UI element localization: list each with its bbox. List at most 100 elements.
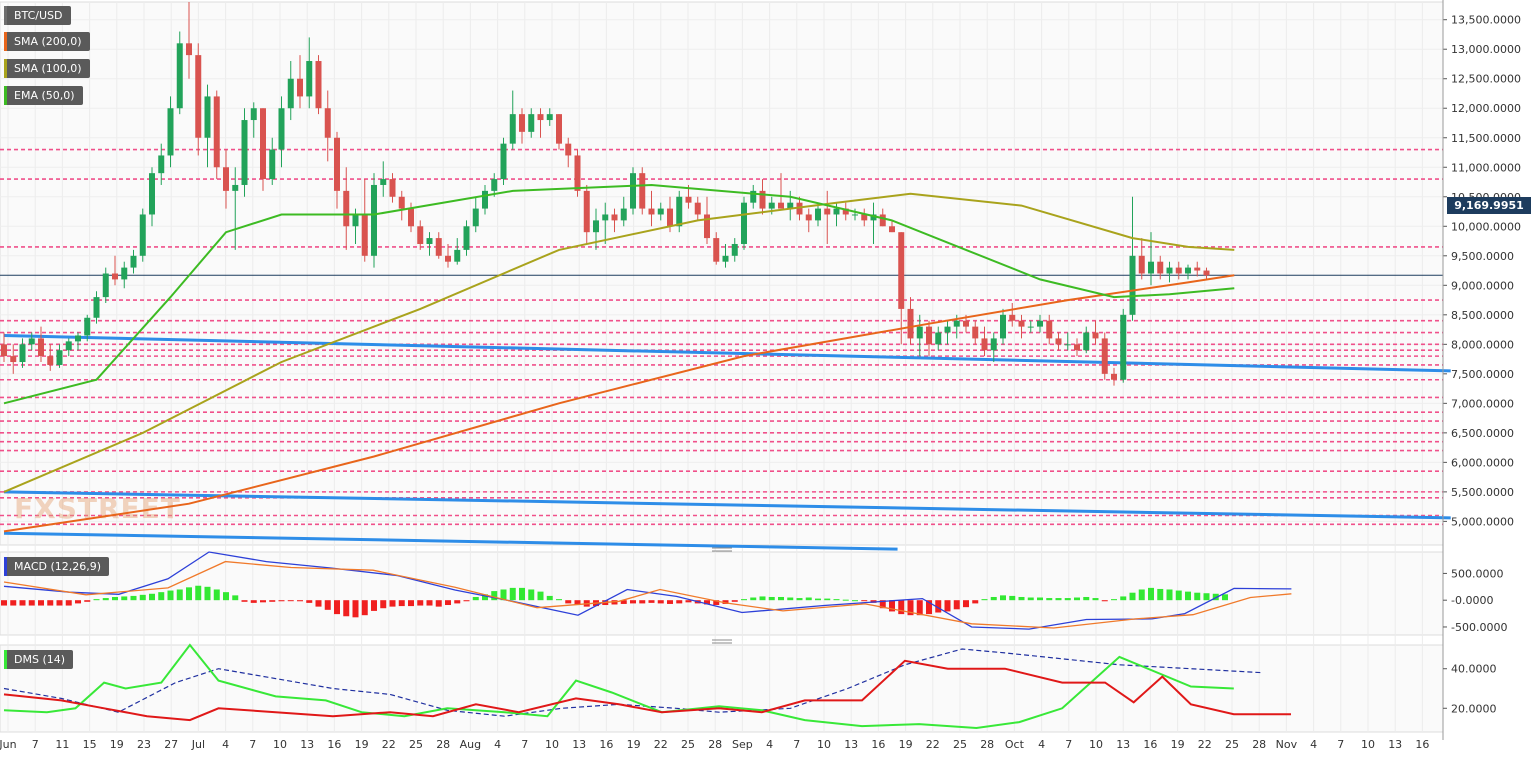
- macd-histogram-bar: [528, 589, 535, 601]
- macd-histogram-bar: [1018, 596, 1025, 601]
- macd-histogram-bar: [389, 600, 396, 607]
- candle-body: [1, 344, 7, 357]
- dms-label[interactable]: DMS (14): [4, 650, 74, 669]
- candle-body: [898, 232, 905, 309]
- x-tick-label: 7: [32, 738, 39, 751]
- candle-body: [139, 214, 146, 256]
- candle-body: [1111, 373, 1117, 380]
- macd-histogram-bar: [65, 600, 72, 606]
- candle-body: [815, 208, 821, 221]
- candle-body: [1018, 320, 1025, 327]
- x-tick-label: 19: [1171, 738, 1185, 751]
- candle-body: [167, 108, 174, 156]
- candle-body: [195, 55, 202, 138]
- macd-histogram-bar: [1212, 593, 1219, 601]
- candle-body: [1037, 320, 1043, 327]
- x-tick-label: 4: [222, 738, 229, 751]
- candle-body: [972, 326, 979, 339]
- trendline: [3, 490, 1451, 520]
- macd-histogram-bar: [315, 600, 322, 607]
- macd-histogram-bar: [38, 600, 44, 606]
- x-tick-label: 25: [1225, 738, 1239, 751]
- candle-body: [713, 238, 720, 262]
- macd-histogram-bar: [130, 595, 137, 601]
- y-tick-label: 11,000.0000: [1451, 161, 1521, 174]
- candle-body: [1138, 255, 1145, 274]
- x-tick-label: 23: [137, 738, 151, 751]
- sma100-label[interactable]: SMA (100,0): [4, 59, 90, 78]
- candle-body: [963, 320, 969, 327]
- macd-histogram-bar: [611, 600, 618, 605]
- candle-body: [315, 61, 322, 109]
- macd-histogram-bar: [750, 597, 757, 601]
- macd-histogram-bar: [796, 598, 803, 601]
- macd-histogram-bar: [565, 600, 572, 604]
- macd-label[interactable]: MACD (12,26,9): [4, 557, 110, 576]
- candle-body: [704, 214, 710, 239]
- x-tick-label: 19: [355, 738, 369, 751]
- candle-body: [112, 273, 118, 280]
- macd-histogram-bar: [297, 600, 303, 602]
- y-tick-label: 8,500.0000: [1451, 309, 1514, 322]
- ema50-label[interactable]: EMA (50,0): [4, 86, 83, 105]
- macd-histogram-bar: [28, 600, 35, 606]
- macd-histogram-bar: [435, 600, 442, 607]
- candle-body: [482, 190, 488, 209]
- candle-body: [241, 120, 248, 185]
- sma200-label[interactable]: SMA (200,0): [4, 32, 90, 51]
- candle-body: [639, 173, 646, 209]
- candle-body: [852, 214, 858, 216]
- instrument-label[interactable]: BTC/USD: [4, 6, 71, 25]
- candle-body: [519, 114, 525, 132]
- macd-histogram-bar: [546, 595, 553, 601]
- candle-body: [750, 190, 757, 203]
- x-tick-label: Jun: [0, 738, 17, 751]
- y-tick-label: 12,000.0000: [1451, 102, 1521, 115]
- candle-body: [778, 202, 784, 209]
- last-price-tag: 9,169.9951: [1447, 197, 1531, 214]
- macd-histogram-bar: [491, 591, 498, 601]
- macd-histogram-bar: [186, 587, 192, 601]
- candle-body: [56, 350, 63, 365]
- candle-body: [546, 114, 553, 121]
- candle-body: [1064, 344, 1071, 346]
- macd-histogram-bar: [731, 600, 738, 602]
- dms-y-tick-label: 20.0000: [1451, 702, 1497, 715]
- candle-body: [694, 202, 701, 215]
- candle-body: [944, 326, 951, 333]
- macd-histogram-bar: [704, 600, 710, 605]
- macd-histogram-bar: [648, 600, 655, 603]
- x-tick-label: 22: [382, 738, 396, 751]
- candle-body: [796, 202, 803, 215]
- macd-histogram-bar: [667, 600, 673, 604]
- macd-histogram-bar: [195, 585, 202, 601]
- macd-histogram-bar: [1157, 588, 1164, 601]
- macd-histogram-bar: [361, 600, 368, 616]
- x-tick-label: 16: [599, 738, 613, 751]
- macd-y-tick-label: 500.0000: [1451, 567, 1504, 580]
- x-tick-label: Aug: [460, 738, 481, 751]
- macd-histogram-bar: [176, 589, 183, 601]
- macd-histogram-bar: [47, 600, 54, 606]
- x-tick-label: 13: [844, 738, 858, 751]
- candle-body: [611, 214, 618, 221]
- candle-body: [435, 238, 442, 256]
- x-tick-label: 25: [681, 738, 695, 751]
- candle-body: [1157, 261, 1164, 274]
- candle-body: [1083, 332, 1090, 351]
- macd-histogram-bar: [519, 587, 525, 601]
- candle-body: [630, 173, 636, 209]
- x-tick-label: 10: [273, 738, 287, 751]
- macd-histogram-bar: [824, 598, 831, 601]
- candle-body: [306, 61, 313, 97]
- macd-histogram-bar: [963, 600, 969, 608]
- macd-histogram-bar: [1092, 598, 1099, 601]
- candle-body: [1027, 326, 1034, 328]
- candle-body: [408, 208, 414, 227]
- macd-histogram-bar: [1166, 589, 1173, 601]
- x-tick-label: 19: [110, 738, 124, 751]
- x-tick-label: 7: [521, 738, 528, 751]
- x-tick-label: 10: [817, 738, 831, 751]
- candle-body: [805, 214, 812, 221]
